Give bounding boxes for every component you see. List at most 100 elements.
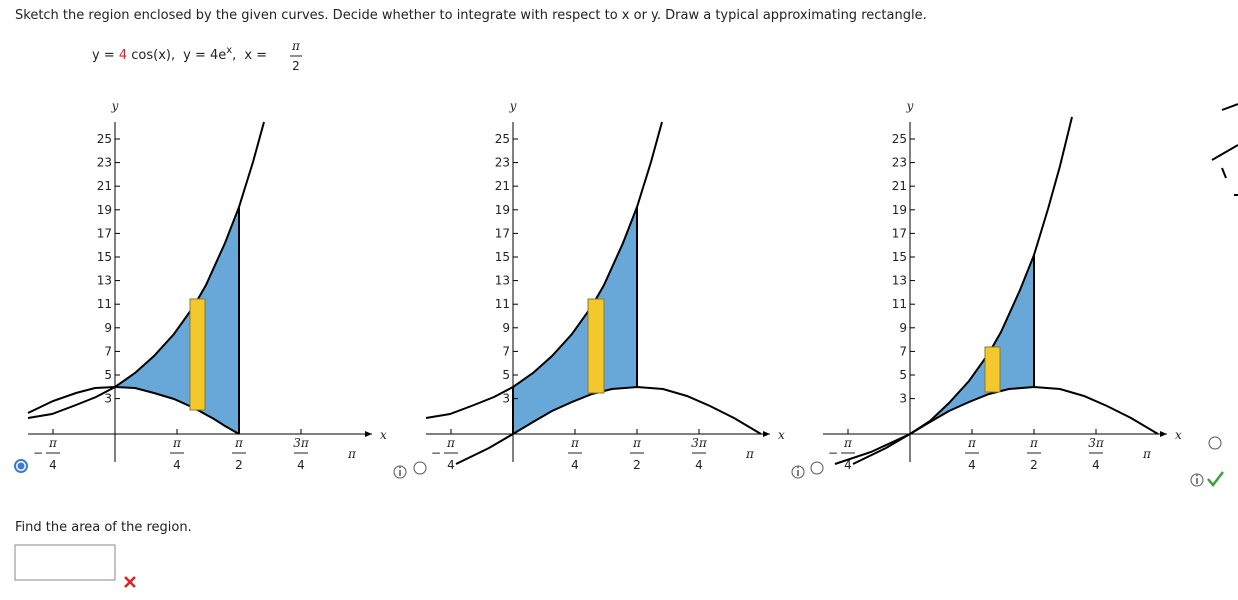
y-tick-label: 13: [495, 274, 510, 288]
y-tick-label: 17: [892, 226, 907, 240]
y-tick-label: 15: [495, 250, 510, 264]
eq-exp: x: [226, 45, 232, 56]
y-tick-label: 9: [104, 321, 112, 335]
y-tick-label: 23: [97, 156, 112, 170]
equation: y = 4 cos(x), y = 4ex, x =: [92, 45, 267, 63]
y-tick-label: 7: [899, 344, 907, 358]
x-tick-den: 2: [1030, 458, 1038, 472]
eq-den: 2: [292, 59, 300, 73]
y-tick-label: 25: [892, 132, 907, 146]
y-axis-label: y: [509, 99, 517, 113]
y-tick-label: 17: [97, 226, 112, 240]
x-tick-num: π: [967, 436, 977, 450]
y-tick-label: 3: [502, 392, 510, 406]
eq-coef: 4: [119, 48, 127, 63]
y-tick-label: 13: [97, 274, 112, 288]
x-arrow: [763, 431, 770, 437]
x-tick-num: π: [632, 436, 642, 450]
y-tick-label: 5: [104, 368, 112, 382]
y-tick-label: 15: [97, 250, 112, 264]
x-tick-sign: −: [828, 446, 838, 460]
region: [115, 207, 239, 434]
y-tick-label: 3: [104, 392, 112, 406]
x-tick-den: 4: [173, 458, 181, 472]
radio[interactable]: [413, 461, 427, 475]
x-tick-den: 4: [695, 458, 703, 472]
y-tick-label: 21: [97, 179, 112, 193]
x-tick-label: π: [745, 447, 755, 461]
x-arrow: [1160, 431, 1167, 437]
y-tick-label: 23: [495, 156, 510, 170]
y-tick-label: 3: [899, 392, 907, 406]
x-axis-label: x: [778, 428, 785, 442]
x-tick-den: 4: [297, 458, 305, 472]
x-tick-num: 3π: [691, 436, 708, 450]
region: [513, 207, 637, 434]
x-tick-num: π: [570, 436, 580, 450]
x-tick-den: 2: [633, 458, 641, 472]
answer-input[interactable]: [14, 544, 116, 581]
y-tick-label: 25: [97, 132, 112, 146]
approx-rectangle: [984, 346, 1001, 393]
x-axis-label: x: [380, 428, 387, 442]
info-icon[interactable]: [393, 465, 407, 479]
x-tick-num: 3π: [293, 436, 310, 450]
region: [910, 255, 1034, 434]
instruction: Sketch the region enclosed by the given …: [15, 8, 927, 23]
x-tick-sign: −: [33, 446, 43, 460]
radio[interactable]: [1208, 436, 1222, 450]
eq-part: y = 4e: [183, 48, 226, 63]
radio[interactable]: [810, 461, 824, 475]
info-icon[interactable]: [1190, 473, 1204, 487]
y-tick-label: 5: [502, 368, 510, 382]
y-tick-label: 7: [104, 344, 112, 358]
approx-rectangle: [587, 298, 605, 394]
eq-part: ,: [232, 48, 236, 63]
curve: [834, 116, 1073, 465]
x-tick-num: π: [446, 436, 456, 450]
graph-1-shapes: [27, 121, 265, 435]
y-axis-label: y: [111, 99, 119, 113]
curve: [27, 121, 265, 419]
graph-2-shapes: [425, 121, 762, 465]
y-tick-label: 21: [495, 179, 510, 193]
y-axis-label: y: [906, 99, 914, 113]
y-tick-label: 19: [892, 203, 907, 217]
y-tick-label: 11: [892, 297, 907, 311]
x-tick-label: π: [347, 447, 357, 461]
check-icon: [1207, 471, 1224, 487]
y-tick-label: 23: [892, 156, 907, 170]
y-tick-label: 11: [495, 297, 510, 311]
eq-part: cos(x),: [127, 48, 175, 63]
y-tick-label: 17: [495, 226, 510, 240]
info-icon[interactable]: [791, 465, 805, 479]
y-tick-label: 9: [899, 321, 907, 335]
x-tick-num: π: [843, 436, 853, 450]
x-tick-num: π: [48, 436, 58, 450]
x-tick-den: 4: [968, 458, 976, 472]
x-tick-num: π: [172, 436, 182, 450]
radio-dot: [17, 462, 25, 470]
eq-part: y =: [92, 48, 119, 63]
y-tick-label: 13: [892, 274, 907, 288]
x-arrow: [365, 431, 372, 437]
graph-3-shapes: [834, 116, 1159, 465]
curve: [425, 121, 663, 419]
y-tick-label: 25: [495, 132, 510, 146]
x-tick-den: 4: [49, 458, 57, 472]
approx-rectangle: [189, 298, 206, 411]
x-tick-den: 4: [1092, 458, 1100, 472]
wrong-icon: [124, 576, 136, 588]
x-tick-den: 4: [447, 458, 455, 472]
x-tick-den: 4: [844, 458, 852, 472]
x-tick-num: π: [234, 436, 244, 450]
y-tick-label: 5: [899, 368, 907, 382]
curve: [27, 385, 240, 435]
cut-off-graph: [1211, 103, 1238, 196]
x-tick-num: 3π: [1088, 436, 1105, 450]
x-tick-label: π: [1142, 447, 1152, 461]
y-tick-label: 9: [502, 321, 510, 335]
eq-num: π: [291, 39, 301, 53]
x-tick-sign: −: [431, 446, 441, 460]
